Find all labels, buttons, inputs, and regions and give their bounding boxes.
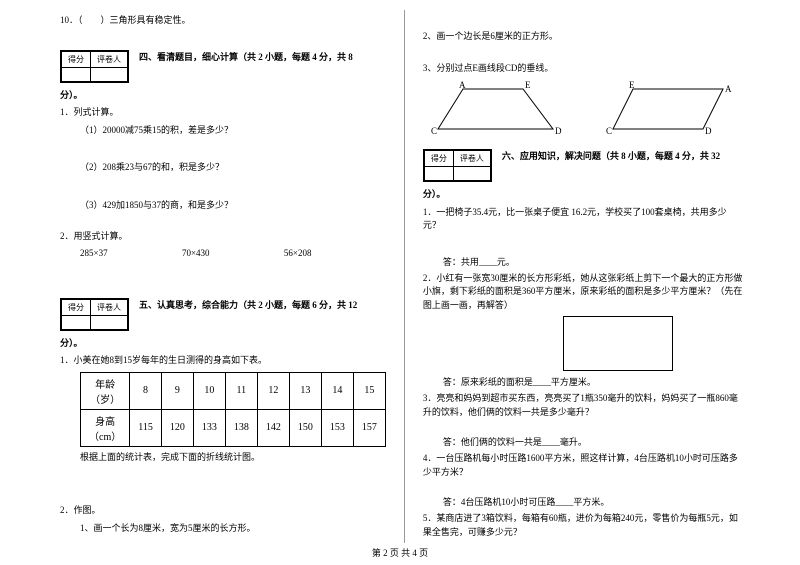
calc1: 285×37 [80,248,182,258]
score-h1: 得分 [62,51,91,67]
question-10: 10．（ ）三角形具有稳定性。 [60,14,386,28]
age: 8 [130,372,162,409]
th-age: 年龄（岁） [81,372,130,409]
score-h1: 得分 [62,299,91,315]
age: 12 [257,372,289,409]
trapezoid-parallelogram-svg: A E C D E A C D [423,79,743,139]
label-a2: A [725,84,732,94]
q6-2: 2．小红有一张宽30厘米的长方形彩纸，她从这张彩纸上剪下一个最大的正方形做小旗，… [423,272,743,313]
th-height: 身高（cm） [81,409,130,446]
section-4-title: 四、看清题目，细心计算（共 2 小题，每题 4 分，共 8 [139,50,353,63]
q6-3: 3．亮亮和妈妈到超市买东西，亮亮买了1瓶350毫升的饮料，妈妈买了一瓶860毫升… [423,392,743,419]
section-4-title-b: 分）。 [60,89,386,103]
q5-2: 2．作图。 [60,504,386,518]
label-c2: C [606,126,612,136]
height-table: 年龄（岁） 8 9 10 11 12 13 14 15 身高（cm） 115 1… [80,372,386,447]
age: 10 [193,372,225,409]
height: 138 [225,409,257,446]
height: 133 [193,409,225,446]
r3: 3、分别过点E画线段CD的垂线。 [423,62,743,76]
blank-rectangle [563,316,673,371]
height: 153 [321,409,353,446]
ans2: 答：原来彩纸的面积是____平方厘米。 [443,375,743,388]
q4-1c: （3）429加1850与37的商，和是多少？ [80,199,386,213]
q6-4: 4．一台压路机每小时压路1600平方米，照这样计算，4台压路机10小时可压路多少… [423,452,743,479]
section-5-header: 得分评卷人 五、认真思考，综合能力（共 2 小题，每题 6 分，共 12 [60,298,386,333]
score-blank [91,67,128,81]
score-blank [62,67,91,81]
height: 120 [161,409,193,446]
height: 157 [353,409,385,446]
section-5-title-b: 分）。 [60,337,386,351]
score-h1: 得分 [424,151,453,167]
page-footer: 第 2 页 共 4 页 [0,546,800,559]
score-h2: 评卷人 [91,51,128,67]
q4-1b: （2）208乘23与67的和，积是多少？ [80,161,386,175]
ans1: 答：共用____元。 [443,255,743,268]
q5-1: 1．小美在她8到15岁每年的生日测得的身高如下表。 [60,354,386,368]
age: 15 [353,372,385,409]
section-6-header: 得分评卷人 六、应用知识，解决问题（共 8 小题，每题 4 分，共 32 [423,149,743,184]
section-6-title-b: 分）。 [423,188,743,202]
label-d: D [555,126,562,136]
r2: 2、画一个边长是6厘米的正方形。 [423,30,743,44]
label-e: E [525,80,531,90]
geometry-figures: A E C D E A C D [423,79,743,141]
q4-2: 2．用竖式计算。 [60,230,386,244]
q5-1b: 根据上面的统计表，完成下面的折线统计图。 [80,451,386,465]
section-4-header: 得分评卷人 四、看清题目，细心计算（共 2 小题，每题 4 分，共 8 [60,50,386,85]
q6-1: 1．一把椅子35.4元，比一张桌子便宜 16.2元，学校买了100套桌椅，共用多… [423,206,743,233]
calc2: 70×430 [182,248,284,258]
score-h2: 评卷人 [91,299,128,315]
label-a: A [459,80,466,90]
ans3: 答：他们俩的饮料一共是____毫升。 [443,435,743,448]
q6-5: 5．某商店进了3箱饮料，每箱有60瓶，进价为每箱240元，零售价为每瓶5元，如果… [423,512,743,539]
calc-row: 285×37 70×430 56×208 [80,248,386,258]
score-blank [91,315,128,329]
q4-1: 1．列式计算。 [60,106,386,120]
label-e2: E [629,80,635,90]
calc3: 56×208 [284,248,386,258]
score-box: 得分评卷人 [60,50,129,83]
age: 9 [161,372,193,409]
age: 14 [321,372,353,409]
height: 150 [289,409,321,446]
section-5-title: 五、认真思考，综合能力（共 2 小题，每题 6 分，共 12 [139,298,357,311]
height: 115 [130,409,162,446]
q4-1a: （1）20000减75乘15的积，差是多少？ [80,124,386,138]
age: 11 [225,372,257,409]
q5-2a: 1、画一个长为8厘米，宽为5厘米的长方形。 [80,522,386,536]
section-6-title: 六、应用知识，解决问题（共 8 小题，每题 4 分，共 32 [502,149,720,162]
score-blank [453,167,490,181]
age: 13 [289,372,321,409]
score-h2: 评卷人 [453,151,490,167]
score-blank [424,167,453,181]
score-blank [62,315,91,329]
label-c: C [431,126,437,136]
ans4: 答：4台压路机10小时可压路____平方米。 [443,495,743,508]
height: 142 [257,409,289,446]
score-box: 得分评卷人 [60,298,129,331]
score-box: 得分评卷人 [423,149,492,182]
label-d2: D [705,126,712,136]
